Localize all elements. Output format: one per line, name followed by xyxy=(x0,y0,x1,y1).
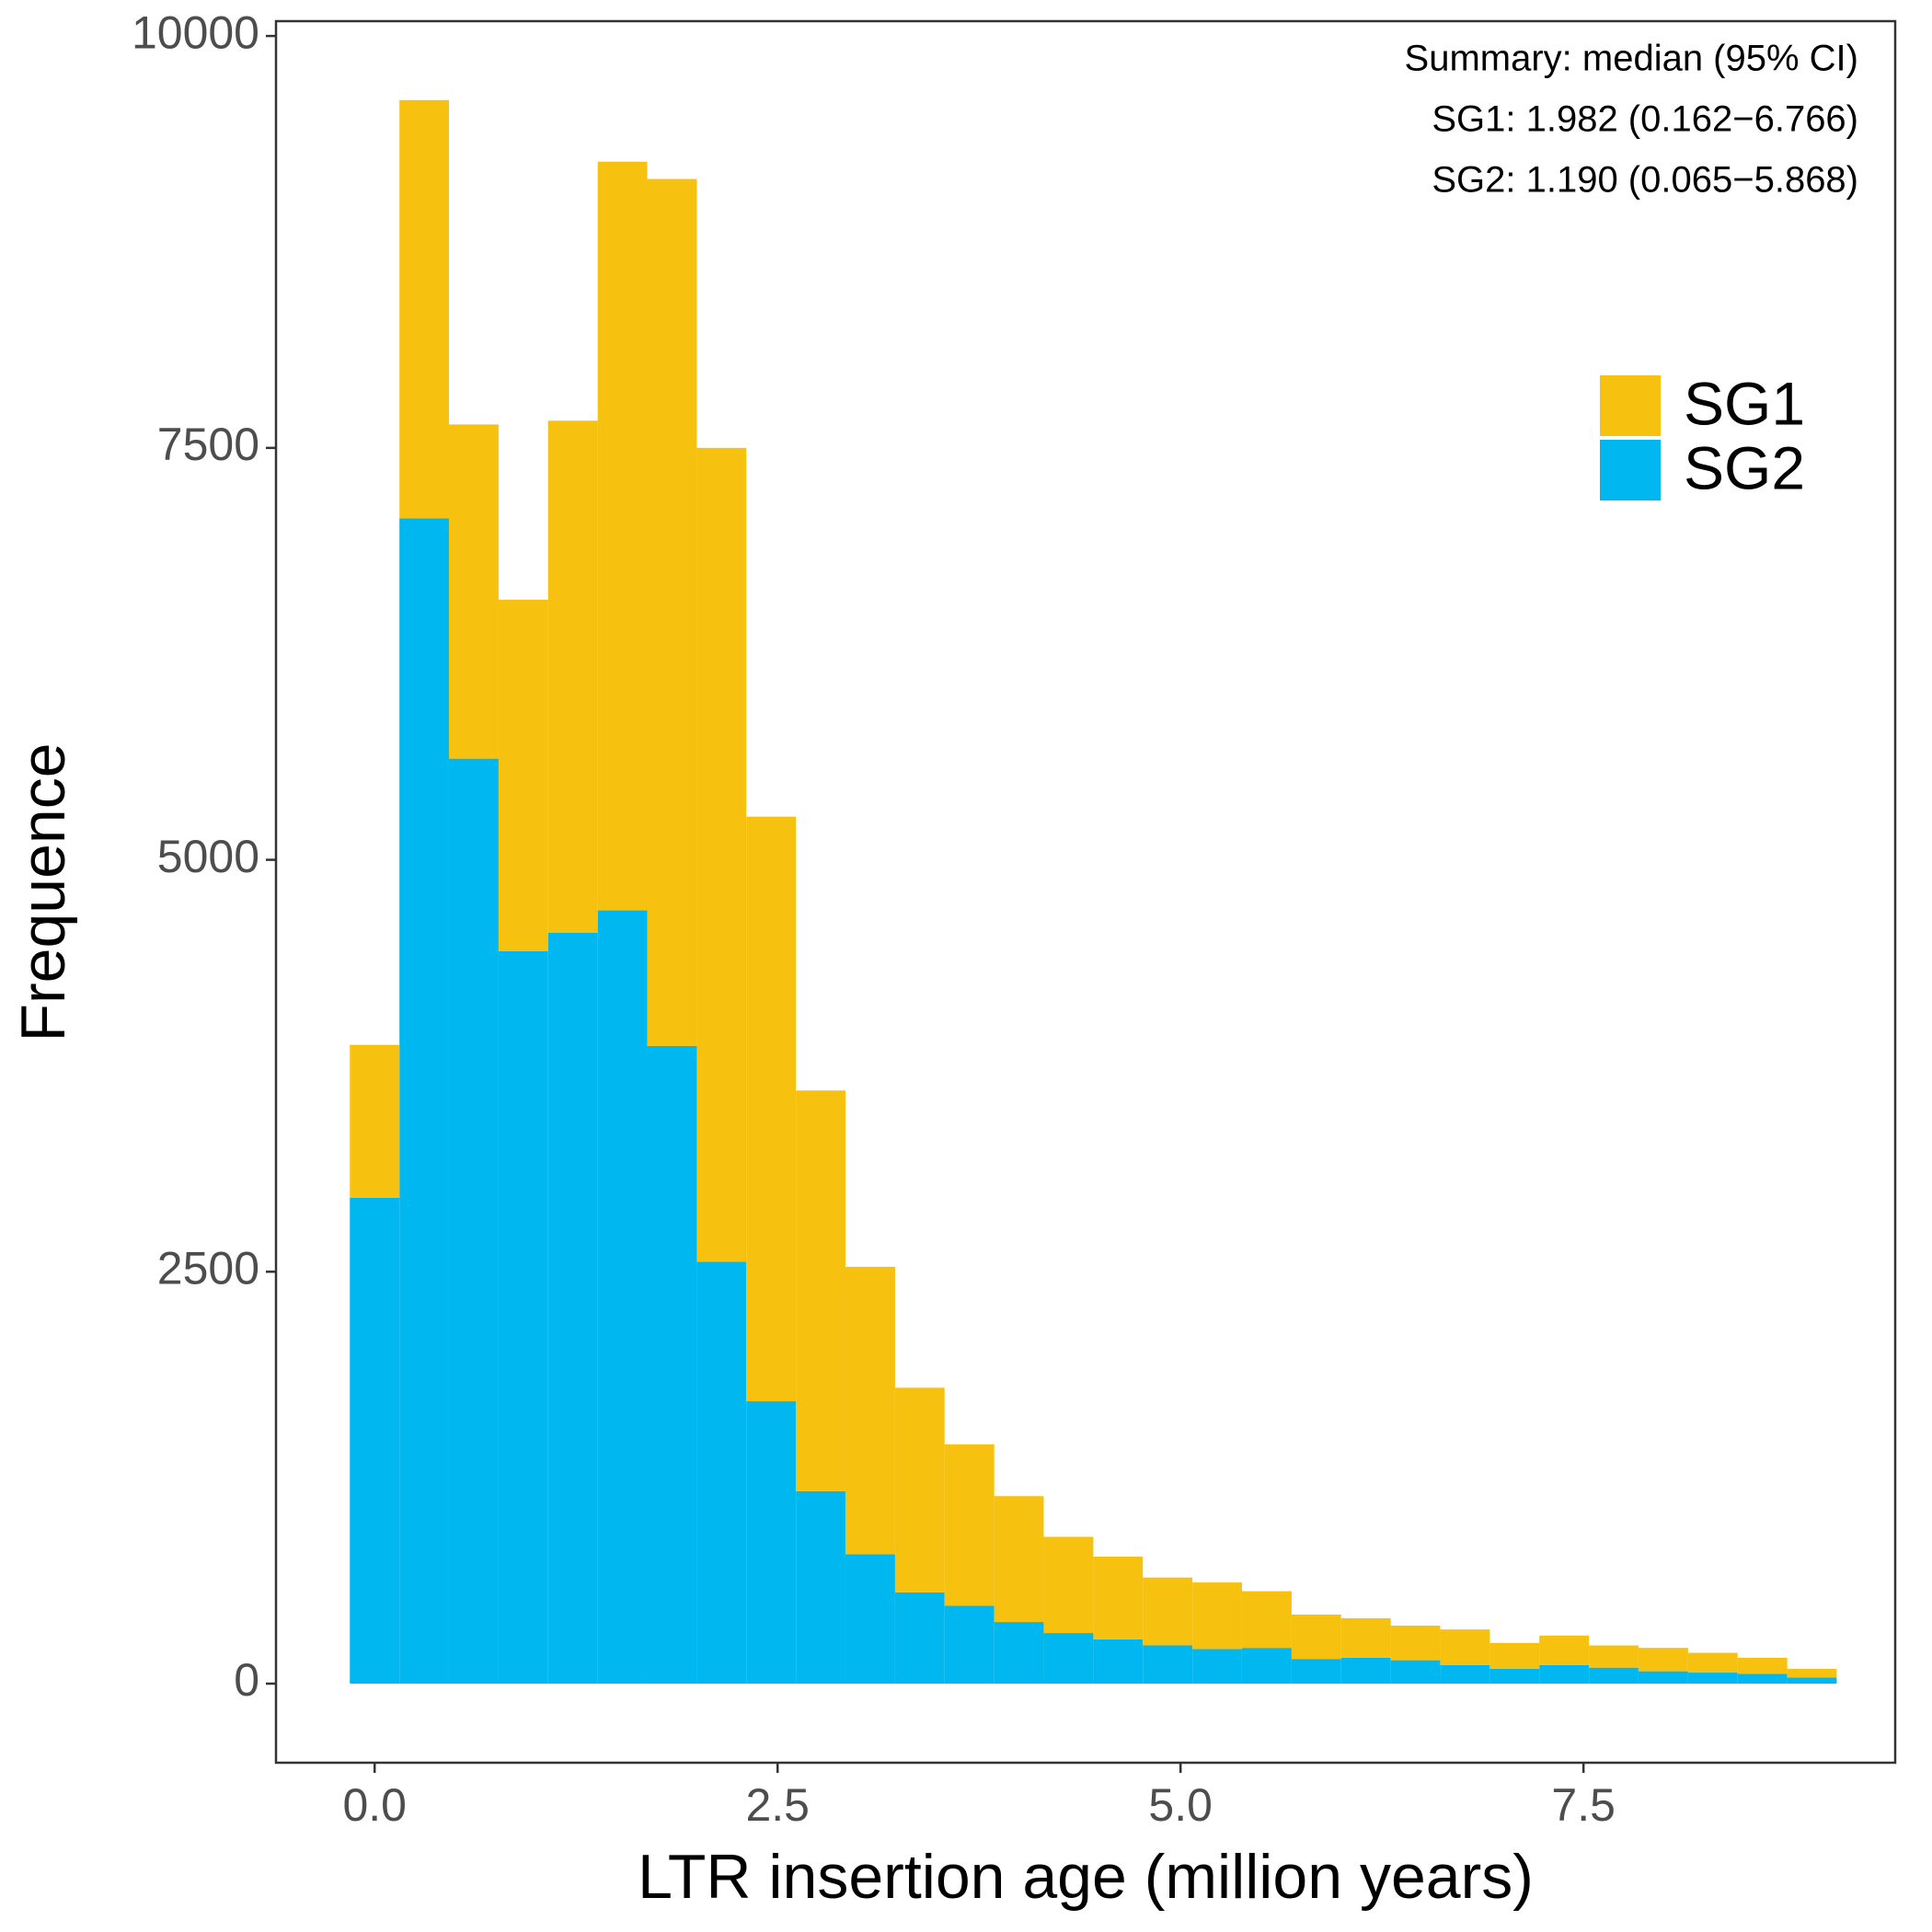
bar xyxy=(746,816,797,1402)
y-tick-label: 10000 xyxy=(132,6,259,58)
x-tick-label: 2.5 xyxy=(745,1779,810,1831)
y-tick-label: 7500 xyxy=(157,419,259,470)
bar xyxy=(647,178,697,1046)
plot-frame xyxy=(274,19,1897,1765)
bar xyxy=(796,1490,845,1685)
x-tick-label: 7.5 xyxy=(1551,1779,1616,1831)
bar xyxy=(1143,1645,1193,1685)
bar xyxy=(1737,1657,1788,1674)
bar xyxy=(1589,1645,1639,1668)
bar xyxy=(448,424,499,759)
bar xyxy=(696,1261,747,1685)
bar xyxy=(1241,1648,1292,1685)
bar xyxy=(1638,1671,1688,1685)
bar xyxy=(350,1044,400,1198)
y-tick-label: 5000 xyxy=(157,831,259,882)
bar xyxy=(1390,1660,1441,1685)
bar xyxy=(1340,1657,1391,1685)
y-tick-label: 0 xyxy=(234,1654,259,1706)
bar xyxy=(1291,1614,1341,1660)
bar xyxy=(1539,1664,1590,1685)
bar xyxy=(1539,1635,1590,1665)
bar xyxy=(647,1045,697,1685)
annotation: SG1: 1.982 (0.162−6.766) xyxy=(1432,99,1858,140)
bar xyxy=(597,161,648,911)
x-tick-label: 0.0 xyxy=(342,1779,407,1831)
x-tick-label: 5.0 xyxy=(1148,1779,1213,1831)
bar xyxy=(1638,1648,1688,1672)
bar xyxy=(994,1622,1044,1685)
bar xyxy=(1192,1582,1242,1650)
legend-swatch xyxy=(1600,440,1661,500)
bar xyxy=(1687,1652,1738,1673)
bar xyxy=(350,1197,400,1685)
bar xyxy=(696,447,747,1262)
bar xyxy=(498,599,548,951)
bar xyxy=(944,1443,995,1606)
bar xyxy=(796,1090,845,1491)
bar xyxy=(547,420,598,933)
bar xyxy=(1291,1659,1341,1685)
bar xyxy=(944,1605,995,1685)
bar xyxy=(845,1554,895,1685)
legend-label: SG1 xyxy=(1684,369,1805,437)
bar xyxy=(1787,1677,1837,1685)
y-tick-label: 2500 xyxy=(157,1243,259,1294)
bar xyxy=(1787,1668,1837,1678)
bar xyxy=(1093,1639,1144,1685)
bar xyxy=(1192,1649,1242,1685)
bar xyxy=(1143,1577,1193,1646)
bar xyxy=(399,99,449,519)
bar xyxy=(894,1387,945,1593)
bar xyxy=(448,758,499,1685)
bar xyxy=(547,932,598,1685)
bar xyxy=(1589,1667,1639,1685)
bar xyxy=(746,1401,797,1685)
bar xyxy=(399,518,449,1685)
bar xyxy=(1489,1642,1540,1669)
annotation: Summary: median (95% CI) xyxy=(1405,39,1858,79)
bar xyxy=(1043,1536,1094,1634)
bar xyxy=(1390,1625,1441,1661)
bar xyxy=(1241,1591,1292,1649)
bar xyxy=(1737,1673,1788,1685)
legend-swatch xyxy=(1600,375,1661,436)
x-axis-title: LTR insertion age (million years) xyxy=(638,1842,1534,1912)
bar xyxy=(894,1592,945,1685)
bar xyxy=(1440,1629,1490,1665)
y-axis-title: Frequence xyxy=(8,742,78,1041)
legend-label: SG2 xyxy=(1684,433,1805,501)
bar xyxy=(1043,1633,1094,1685)
bar xyxy=(845,1266,895,1555)
bar xyxy=(1340,1617,1391,1658)
annotation: SG2: 1.190 (0.065−5.868) xyxy=(1432,160,1858,201)
bar xyxy=(1687,1673,1738,1685)
bar xyxy=(994,1496,1044,1623)
bar xyxy=(1440,1664,1490,1685)
bar xyxy=(1093,1556,1144,1639)
bar xyxy=(498,950,548,1685)
bar xyxy=(1489,1668,1540,1685)
bar xyxy=(597,910,648,1685)
